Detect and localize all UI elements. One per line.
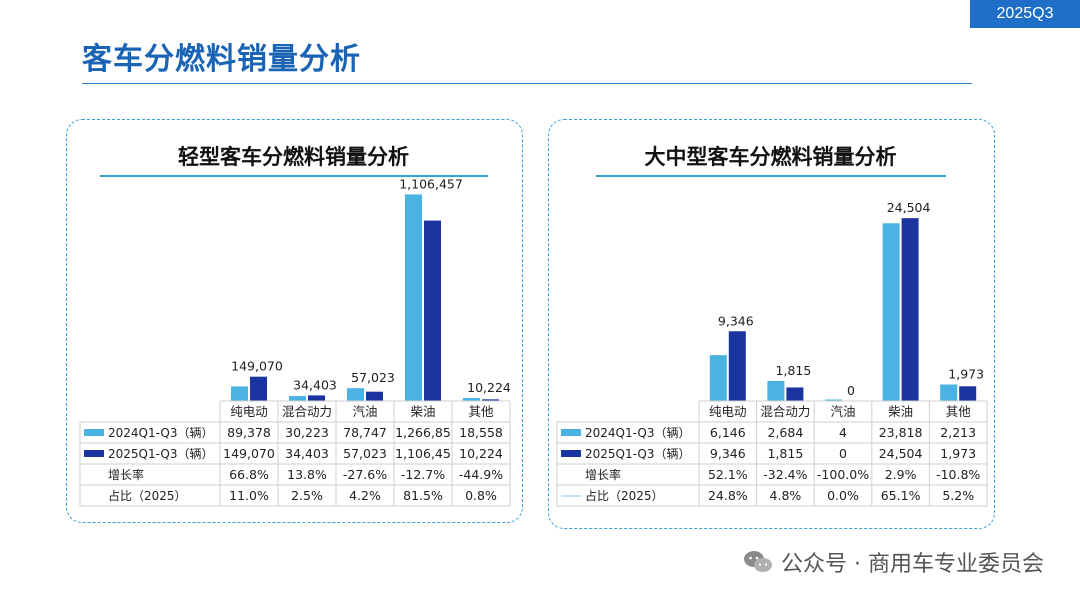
- light-data-label-1: 34,403: [293, 377, 337, 392]
- light-row-0-cell-2: -27.6%: [343, 467, 387, 482]
- light-bar-2024-3: [405, 194, 422, 401]
- light-cell-2025-4: 10,224: [459, 446, 503, 461]
- light-legend-swatch-2025: [84, 450, 104, 457]
- light-cell-2024-2: 78,747: [343, 425, 387, 440]
- period-badge: 2025Q3: [970, 0, 1080, 28]
- light-category-1: 混合动力: [282, 404, 332, 419]
- light-cell-2024-1: 30,223: [285, 425, 329, 440]
- wechat-icon: [744, 551, 773, 572]
- light-category-3: 柴油: [410, 404, 435, 419]
- light-bar-2024-0: [231, 386, 248, 401]
- light-bar-2025-0: [250, 376, 267, 401]
- light-row-0-cell-1: 13.8%: [287, 467, 327, 482]
- light-data-label-4: 10,224: [467, 380, 511, 395]
- light-cell-2025-1: 34,403: [285, 446, 329, 461]
- light-row-0-cell-3: -12.7%: [401, 467, 445, 482]
- light-category-4: 其他: [468, 404, 494, 419]
- light-cell-2025-0: 149,070: [223, 446, 275, 461]
- light-row-1-cell-4: 0.8%: [465, 488, 497, 503]
- mid-large-bus-panel: [548, 119, 995, 529]
- light-bar-2025-4: [482, 399, 499, 401]
- light-cell-2025-2: 57,023: [343, 446, 387, 461]
- light-row-1-cell-2: 4.2%: [349, 488, 381, 503]
- light-cell-2024-0: 89,378: [227, 425, 271, 440]
- light-row-1-cell-0: 11.0%: [229, 488, 269, 503]
- light-legend-label-2025: 2025Q1-Q3（辆）: [108, 447, 213, 461]
- light-cell-2024-4: 18,558: [459, 425, 503, 440]
- light-bar-2024-4: [463, 397, 480, 401]
- light-bus-title-rule: [100, 175, 488, 177]
- light-data-label-3: 1,106,457: [399, 176, 463, 191]
- light-bus-panel: [66, 119, 523, 523]
- light-bar-2025-3: [424, 220, 441, 401]
- light-cell-2024-3: 1,266,85: [395, 425, 451, 440]
- light-bar-2024-2: [347, 388, 364, 401]
- light-row-0-cell-4: -44.9%: [459, 467, 503, 482]
- mid-large-bus-title-rule: [596, 175, 946, 177]
- light-cell-2025-3: 1,106,45: [395, 446, 451, 461]
- watermark-text: 公众号 · 商用车专业委员会: [781, 552, 1044, 577]
- page-title: 客车分燃料销量分析: [82, 42, 361, 77]
- light-category-0: 纯电动: [230, 404, 268, 419]
- light-row-1-cell-1: 2.5%: [291, 488, 323, 503]
- light-category-2: 汽油: [352, 404, 377, 419]
- light-bar-2024-1: [289, 396, 306, 401]
- light-legend-swatch-2024: [84, 429, 104, 436]
- light-row-label-1: 占比（2025）: [108, 488, 187, 503]
- light-data-label-0: 149,070: [231, 359, 283, 374]
- light-bus-chart-title: 轻型客车分燃料销量分析: [178, 145, 409, 169]
- light-row-label-0: 增长率: [108, 467, 144, 482]
- light-row-0-cell-0: 66.8%: [229, 467, 269, 482]
- title-divider: [82, 83, 972, 84]
- light-bar-2025-1: [308, 395, 325, 401]
- mid-large-bus-chart-title: 大中型客车分燃料销量分析: [644, 145, 897, 169]
- light-data-label-2: 57,023: [351, 370, 395, 385]
- light-bar-2025-2: [366, 391, 383, 401]
- light-row-1-cell-3: 81.5%: [403, 488, 443, 503]
- light-legend-label-2024: 2024Q1-Q3（辆）: [108, 426, 213, 440]
- wechat-watermark: 公众号 · 商用车专业委员会: [743, 546, 1044, 578]
